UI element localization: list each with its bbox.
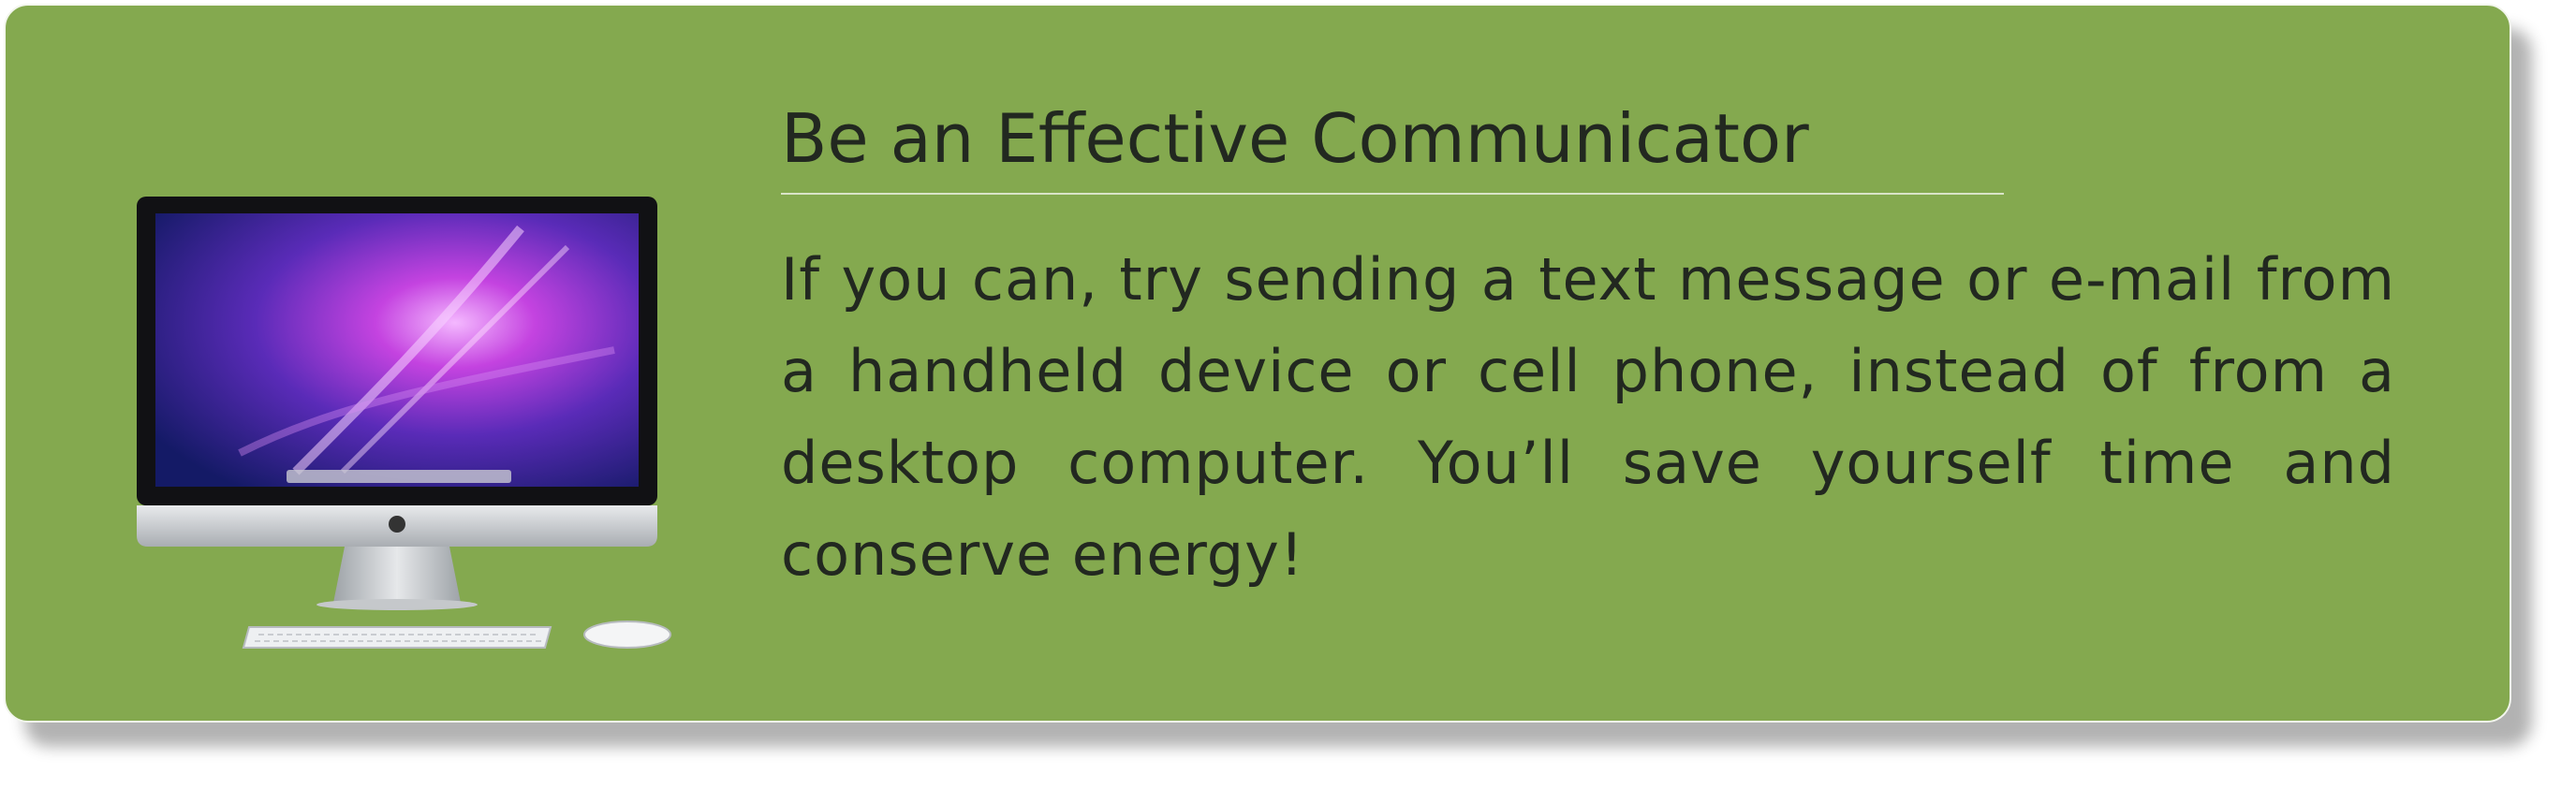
card-body-text: If you can, try sending a text message o… xyxy=(781,245,2395,589)
card-heading: Be an Effective Communicator xyxy=(781,99,1809,178)
desktop-computer-icon xyxy=(127,191,689,659)
tip-card: Be an Effective Communicator If you can,… xyxy=(4,4,2511,723)
heading-divider xyxy=(781,193,2004,195)
